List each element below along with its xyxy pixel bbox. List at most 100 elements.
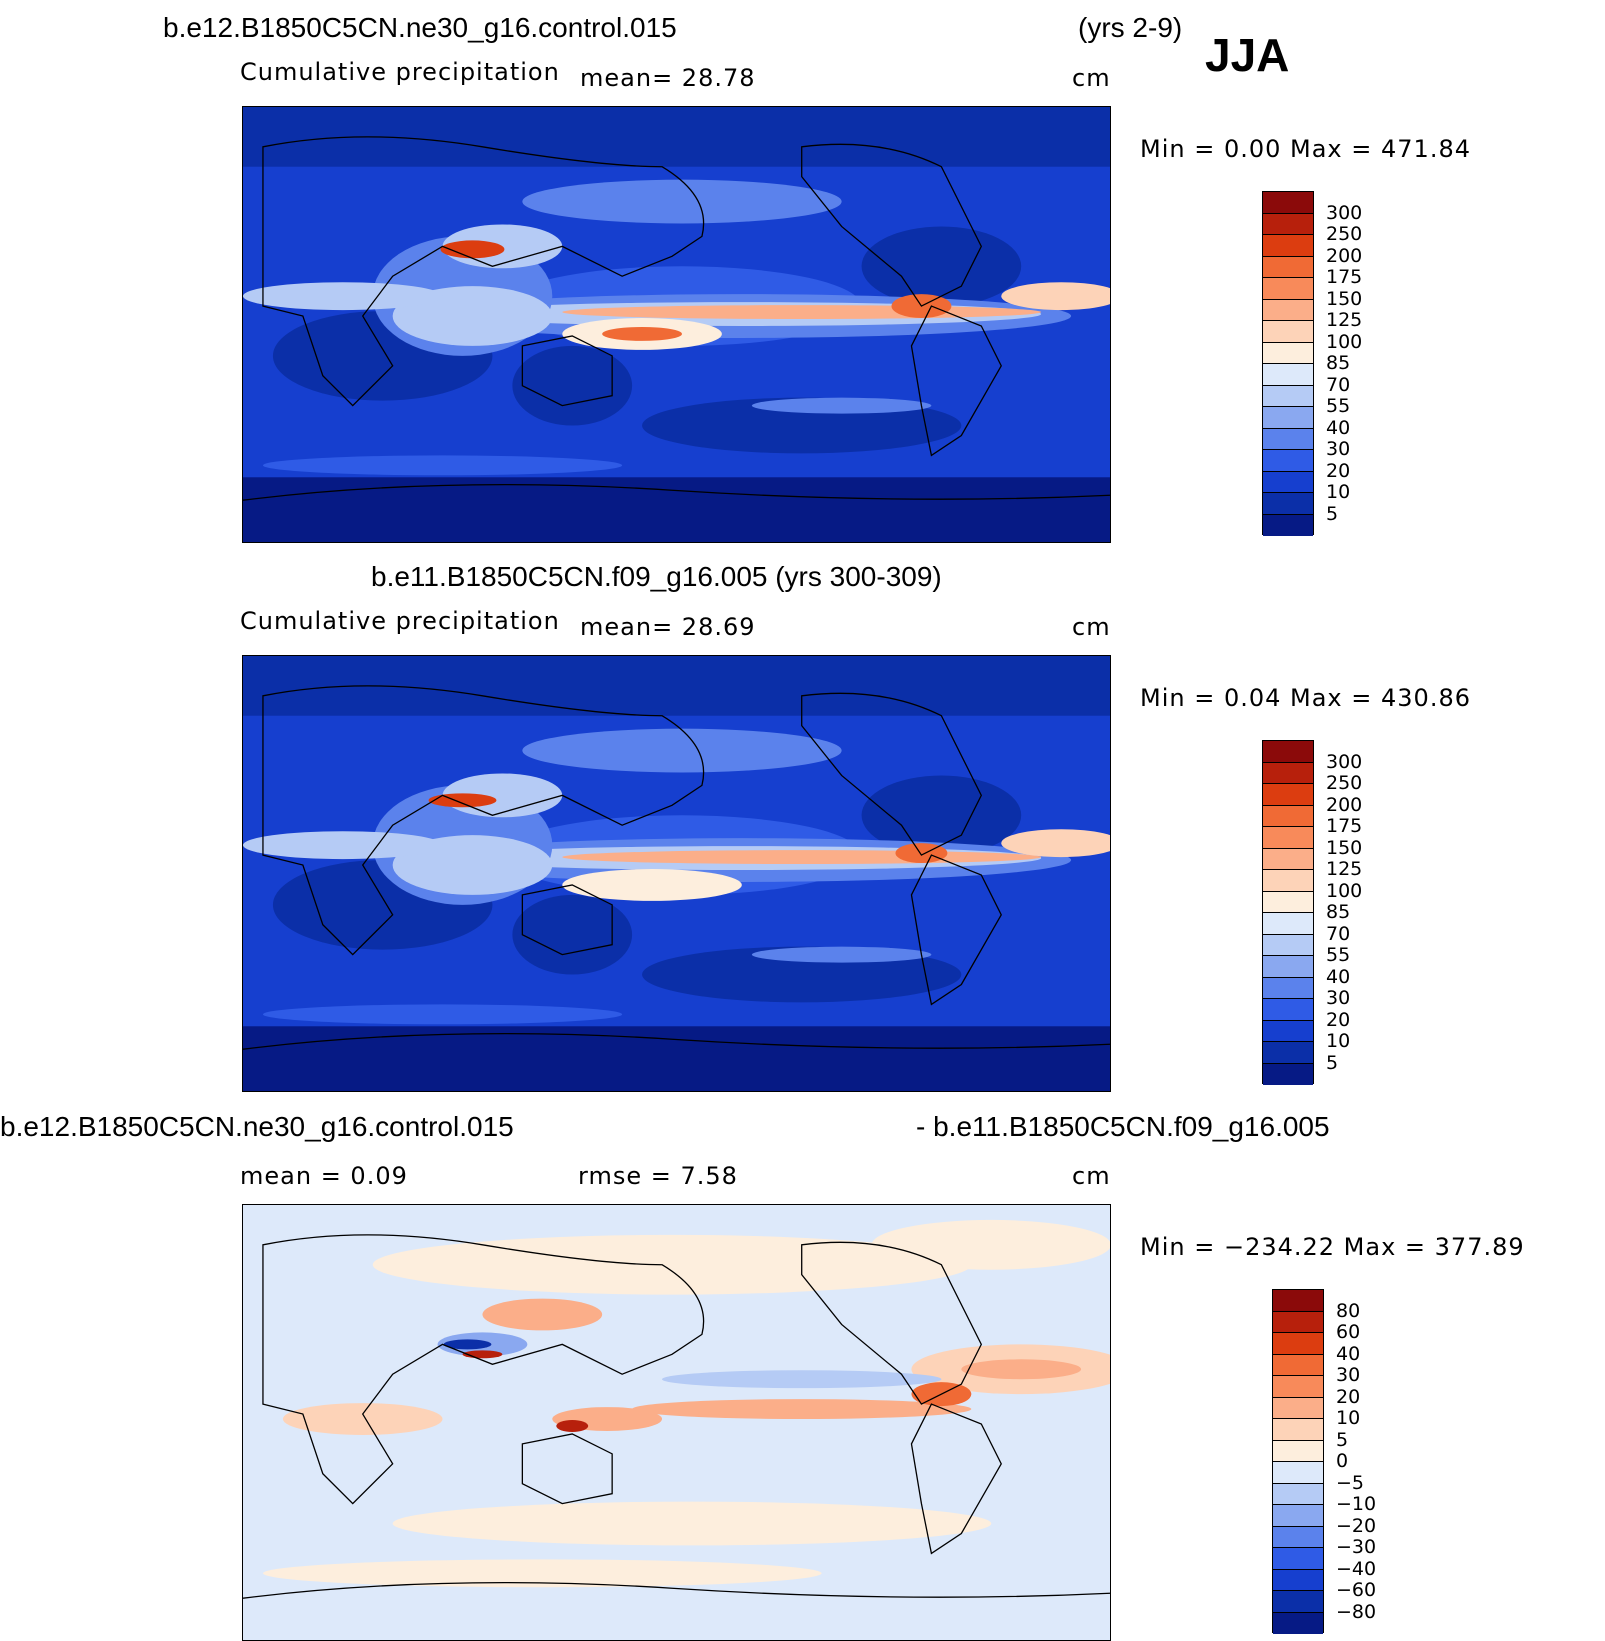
colorbar-tick-label: 300 xyxy=(1326,201,1363,224)
colorbar-swatch xyxy=(1263,278,1313,300)
colorbar-tick-label: −60 xyxy=(1336,1579,1377,1601)
colorbar-swatch xyxy=(1273,1333,1323,1355)
colorbar-tick-label: 70 xyxy=(1326,373,1351,396)
colorbar-swatch xyxy=(1273,1591,1323,1613)
colorbar-tick-label: 85 xyxy=(1326,901,1351,923)
panel3-case-title: b.e12.B1850C5CN.ne30_g16.control.015 xyxy=(0,1111,514,1142)
colorbar-tick-label: 125 xyxy=(1326,858,1363,880)
colorbar-tick-label: 10 xyxy=(1326,1030,1351,1052)
panel1-minmax: Min = 0.00 Max = 471.84 xyxy=(1140,135,1471,163)
colorbar-swatch xyxy=(1263,450,1313,472)
colorbar-tick-label: 30 xyxy=(1326,438,1351,460)
colorbar-swatch xyxy=(1263,364,1313,386)
colorbar-swatch xyxy=(1273,1440,1323,1462)
colorbar-swatch xyxy=(1263,1063,1313,1085)
colorbar-tick-label: 100 xyxy=(1326,879,1363,902)
colorbar-swatch xyxy=(1263,428,1313,450)
panel1-map xyxy=(242,106,1111,543)
colorbar-tick-label: 55 xyxy=(1326,395,1351,417)
colorbar-tick-label: 30 xyxy=(1326,987,1351,1009)
colorbar-swatch xyxy=(1263,762,1313,784)
colorbar-tick-label: 40 xyxy=(1336,1342,1361,1365)
colorbar-tick-label: 10 xyxy=(1336,1407,1361,1429)
colorbar-tick-label: −10 xyxy=(1336,1493,1377,1515)
colorbar-swatch xyxy=(1263,299,1313,321)
colorbar-tick-label: 5 xyxy=(1326,502,1339,525)
colorbar-tick-label: 85 xyxy=(1326,352,1351,374)
colorbar-swatch xyxy=(1263,891,1313,913)
colorbar-tick-label: −80 xyxy=(1336,1600,1377,1623)
colorbar-swatch xyxy=(1273,1505,1323,1527)
colorbar-tick-label: 125 xyxy=(1326,309,1363,331)
colorbar-tick-label: 150 xyxy=(1326,287,1363,310)
panel1-years: (yrs 2-9) xyxy=(1078,12,1183,43)
panel1-variable: Cumulative precipitation xyxy=(240,58,560,86)
colorbar-tick-label: 5 xyxy=(1336,1428,1349,1451)
panel2-colorbar-swatches xyxy=(1262,740,1314,1085)
panel2-minmax: Min = 0.04 Max = 430.86 xyxy=(1140,684,1471,712)
colorbar-swatch xyxy=(1273,1569,1323,1591)
colorbar-tick-label: 0 xyxy=(1336,1450,1349,1472)
panel3-mean: mean = 0.09 xyxy=(240,1162,408,1190)
colorbar-swatch xyxy=(1263,256,1313,278)
colorbar-tick-label: 20 xyxy=(1326,1008,1351,1031)
colorbar-swatch xyxy=(1263,848,1313,870)
colorbar-swatch xyxy=(1263,1042,1313,1064)
colorbar-swatch xyxy=(1263,493,1313,515)
colorbar-tick-label: 70 xyxy=(1326,922,1351,945)
panel3-minmax: Min = −234.22 Max = 377.89 xyxy=(1140,1233,1525,1261)
colorbar-swatch xyxy=(1273,1354,1323,1376)
panel1-units: cm xyxy=(1072,64,1111,92)
colorbar-swatch xyxy=(1273,1526,1323,1548)
colorbar-tick-label: 30 xyxy=(1336,1364,1361,1386)
colorbar-tick-label: −40 xyxy=(1336,1557,1377,1580)
colorbar-swatch xyxy=(1273,1483,1323,1505)
colorbar-tick-label: 60 xyxy=(1336,1321,1361,1343)
colorbar-swatch xyxy=(1263,192,1313,214)
colorbar-swatch xyxy=(1263,342,1313,364)
colorbar-tick-label: 250 xyxy=(1326,223,1363,245)
colorbar-swatch xyxy=(1263,385,1313,407)
colorbar-swatch xyxy=(1263,471,1313,493)
colorbar-swatch xyxy=(1263,827,1313,849)
panel2-variable: Cumulative precipitation xyxy=(240,607,560,635)
colorbar-swatch xyxy=(1263,999,1313,1021)
colorbar-tick-label: 175 xyxy=(1326,815,1363,837)
panel1-colorbar-swatches xyxy=(1262,191,1314,536)
panel3-minus-case: - b.e11.B1850C5CN.f09_g16.005 xyxy=(916,1111,1330,1142)
colorbar-swatch xyxy=(1263,741,1313,763)
colorbar-swatch xyxy=(1273,1397,1323,1419)
panel3-units: cm xyxy=(1072,1162,1111,1190)
panel2-mean: mean= 28.69 xyxy=(580,613,756,641)
colorbar-tick-label: −5 xyxy=(1336,1471,1365,1494)
colorbar-swatch xyxy=(1273,1548,1323,1570)
colorbar-swatch xyxy=(1263,784,1313,806)
colorbar-swatch xyxy=(1273,1419,1323,1441)
colorbar-swatch xyxy=(1263,213,1313,235)
colorbar-tick-label: 150 xyxy=(1326,836,1363,859)
colorbar-tick-label: 250 xyxy=(1326,772,1363,794)
panel1-precip-field xyxy=(243,107,1110,542)
colorbar-swatch xyxy=(1273,1290,1323,1312)
colorbar-swatch xyxy=(1263,913,1313,935)
colorbar-tick-label: −20 xyxy=(1336,1514,1377,1537)
panel1-mean: mean= 28.78 xyxy=(580,64,756,92)
season-label: JJA xyxy=(1205,29,1290,81)
colorbar-tick-label: 40 xyxy=(1326,416,1351,439)
colorbar-swatch xyxy=(1263,321,1313,343)
colorbar-tick-label: 20 xyxy=(1336,1385,1361,1408)
colorbar-swatch xyxy=(1263,805,1313,827)
panel3-map xyxy=(242,1204,1111,1641)
colorbar-tick-label: 10 xyxy=(1326,481,1351,503)
panel1-case-title: b.e12.B1850C5CN.ne30_g16.control.015 xyxy=(163,12,677,43)
colorbar-tick-label: 175 xyxy=(1326,266,1363,288)
colorbar-swatch xyxy=(1263,514,1313,536)
panel2-map xyxy=(242,655,1111,1092)
colorbar-swatch xyxy=(1263,934,1313,956)
colorbar-tick-label: 200 xyxy=(1326,244,1363,267)
colorbar-tick-label: 20 xyxy=(1326,459,1351,482)
colorbar-tick-label: 55 xyxy=(1326,944,1351,966)
colorbar-tick-label: −30 xyxy=(1336,1536,1377,1558)
colorbar-swatch xyxy=(1263,956,1313,978)
panel2-case-title: b.e11.B1850C5CN.f09_g16.005 (yrs 300-309… xyxy=(371,561,942,592)
